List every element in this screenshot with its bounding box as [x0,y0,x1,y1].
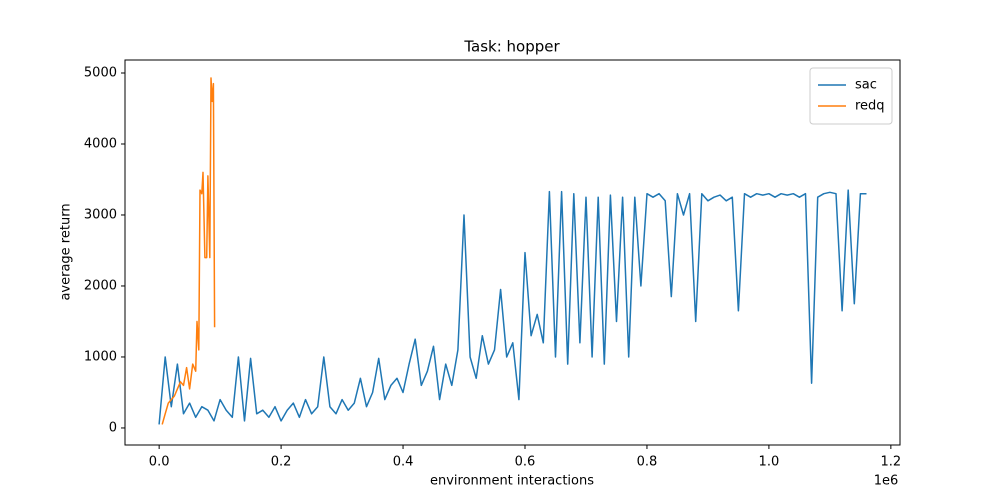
y-tick-label: 4000 [84,136,117,151]
legend-label: redq [855,99,885,114]
series-line [161,77,216,425]
y-axis-label: average return [59,203,74,300]
y-tick-label: 2000 [84,278,117,293]
x-tick-label: 0.8 [637,455,658,470]
x-tick-label: 0.2 [271,455,292,470]
x-tick-label: 1.2 [881,455,902,470]
y-tick-label: 5000 [84,65,117,80]
y-tick-label: 0 [109,420,117,435]
x-tick-label: 0.4 [393,455,414,470]
chart-title: Task: hopper [463,38,560,56]
x-offset-label: 1e6 [874,474,899,489]
x-tick-label: 0.0 [149,455,170,470]
series-line [158,189,867,425]
x-axis-label: environment interactions [430,474,594,489]
y-tick-label: 1000 [84,349,117,364]
y-tick-label: 3000 [84,207,117,222]
x-tick-label: 1.0 [759,455,780,470]
plot-frame [124,59,901,446]
x-tick-label: 0.6 [515,455,536,470]
legend-label: sac [855,78,877,93]
legend-box [809,67,893,125]
